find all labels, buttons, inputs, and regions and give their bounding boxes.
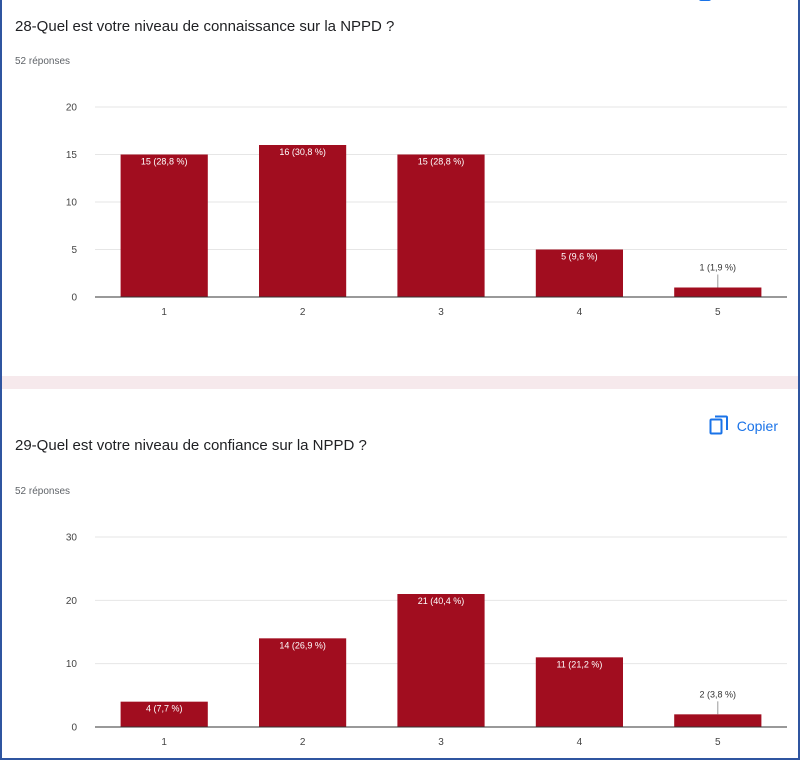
bar-data-label: 16 (30,8 %) [279,147,326,157]
x-tick-label: 4 [577,307,583,318]
bar-data-label: 2 (3,8 %) [700,689,737,699]
y-tick-label: 5 [71,245,77,256]
bar [397,154,485,297]
x-tick-label: 3 [438,737,444,748]
x-tick-label: 2 [300,307,306,318]
y-tick-label: 20 [66,596,78,607]
y-tick-label: 10 [66,659,78,670]
copy-icon [709,415,728,435]
question-title: 28-Quel est votre niveau de connaissance… [15,18,395,35]
bar-chart-connaissance: 0 5 10 15 20 15 (28,8 %) 1 16 (30,8 %) 2 15 (28,8… [66,103,787,318]
y-tick-label: 0 [71,723,77,734]
question-card-28: 28-Quel est votre niveau de connaissance… [2,0,798,376]
y-tick-label: 20 [66,103,78,114]
x-tick-label: 1 [161,737,167,748]
bar-data-label: 14 (26,9 %) [279,640,326,650]
y-tick-label: 15 [66,150,78,161]
x-tick-label: 2 [300,737,306,748]
x-tick-label: 3 [438,307,444,318]
question-title: 29-Quel est votre niveau de confiance su… [15,437,367,454]
bar [535,249,623,297]
x-tick-label: 5 [715,737,721,748]
copy-button[interactable]: Copier [709,415,778,437]
bar-data-label: 1 (1,9 %) [700,263,737,273]
y-tick-label: 10 [66,198,78,209]
bar-data-label: 15 (28,8 %) [141,157,188,167]
bar-data-label: 21 (40,4 %) [418,596,465,606]
bar [259,145,347,297]
bar [674,714,762,727]
bar [120,701,208,727]
card-separator [2,376,798,389]
bar-chart-confiance: 0 10 20 30 4 (7,7 %) 1 14 (26,9 %) 2 21 (40,4 %)… [66,533,787,748]
bar-data-label: 5 (9,6 %) [561,252,598,262]
x-tick-label: 4 [577,737,583,748]
copy-label: Copier [736,418,778,434]
bar-data-label: 4 (7,7 %) [146,704,183,714]
x-tick-label: 5 [715,307,721,318]
bar-data-label: 11 (21,2 %) [556,659,602,669]
bar [397,594,485,727]
bar [259,638,347,727]
question-card-29: Copier 29-Quel est votre niveau de confi… [2,389,798,758]
bar-data-label: 15 (28,8 %) [418,157,465,167]
x-tick-label: 1 [161,307,167,318]
y-tick-label: 0 [71,293,77,304]
response-count: 52 réponses [15,56,71,67]
bar [120,154,208,297]
bar [674,287,762,297]
y-tick-label: 30 [66,533,78,544]
response-count: 52 réponses [15,486,71,497]
bar [535,657,623,727]
